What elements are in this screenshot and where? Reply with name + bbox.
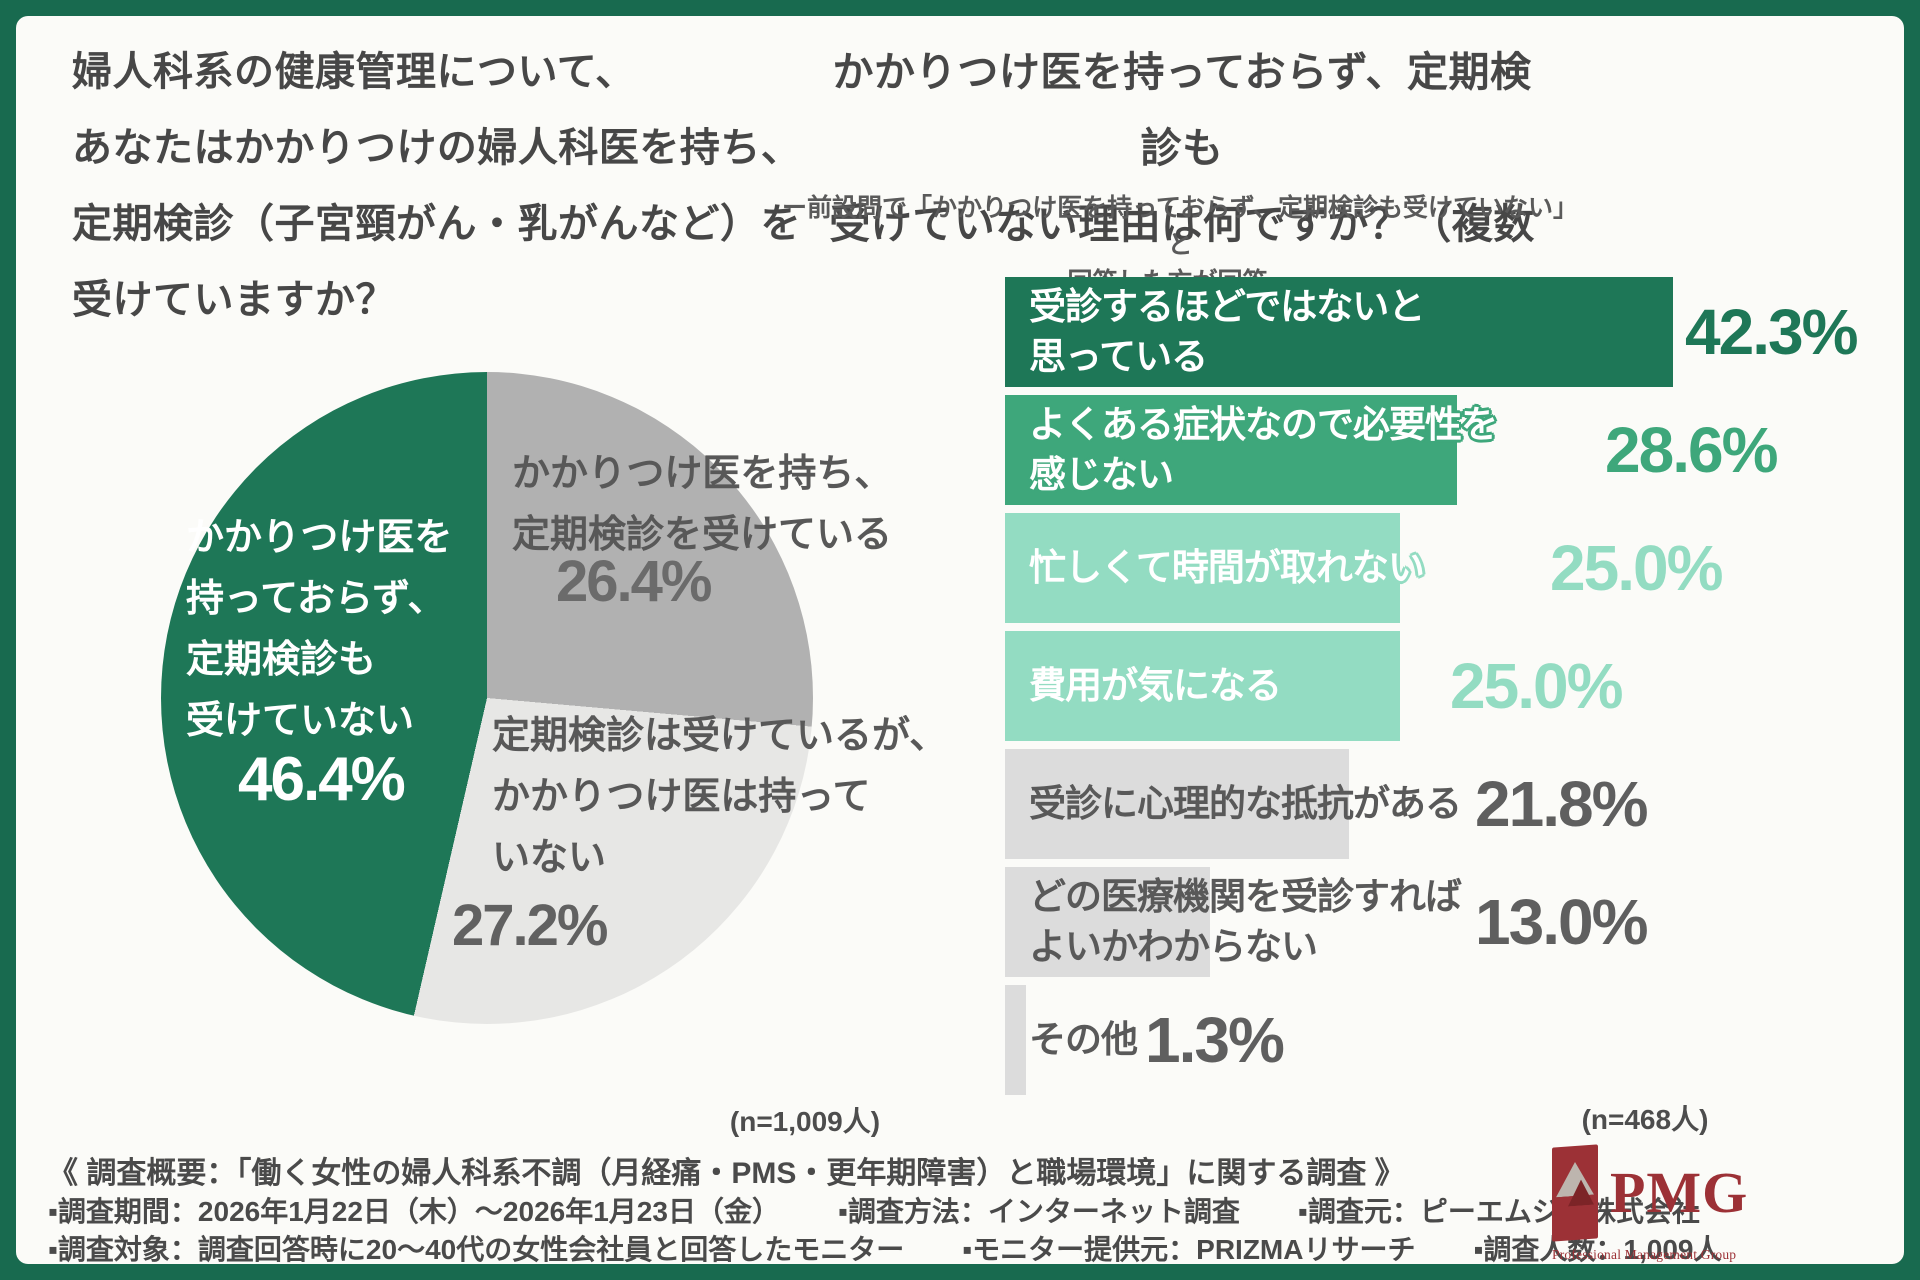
bar-label: よくある症状なので必要性を 感じない [1029,404,1498,495]
bar-fill [1005,513,1400,623]
right-sample-size: (n=468人) [1581,1104,1709,1135]
pie-value-checkup-only: 27.2% [452,893,608,958]
survey-details-row-1: ▪調査期間：2026年1月22日（木）～2026年1月23日（金） ▪調査方法：… [48,1190,1700,1230]
pie-label-has-doctor-and-checkup: かかりつけ医を持ち、 定期検診を受けている [512,453,893,556]
pie-value-no-doctor-no-checkup: 46.4% [238,745,406,814]
pie-label-no-doctor-no-checkup: かかりつけ医を 持っておらず、 定期検診も 受けていない [186,517,453,742]
bar-row-psychological-resistance: 受診に心理的な抵抗がある 21.8% [1005,749,1915,859]
survey-details-row-2: ▪調査対象：調査回答時に20～40代の女性会社員と回答したモニター ▪モニター提… [48,1228,1721,1268]
pmg-logo-arrow-icon [1556,1161,1594,1198]
bar-row-too-busy: 忙しくて時間が取れない 25.0% [1005,513,1915,623]
survey-method: ▪調査方法：インターネット調査 [837,1196,1240,1227]
left-chart-title: 婦人科系の健康管理について、 あなたはかかりつけの婦人科医を持ち、 定期検診（子… [72,50,802,322]
bar-fill [1005,277,1673,387]
left-sample-size: (n=1,009人) [729,1106,881,1137]
bar-fill [1005,395,1457,505]
survey-monitor-provider: ▪モニター提供元：PRIZMAリサーチ [962,1234,1416,1265]
bar-label: その他 [1029,1019,1138,1060]
bar-fill [1005,749,1350,859]
bar-value: 13.0% [1475,886,1648,958]
pie-label-checkup-only: 定期検診は受けているが、 かかりつけ医は持って いない [492,715,948,879]
pie-value-has-doctor-and-checkup: 26.4% [556,549,712,614]
survey-target: ▪調査対象：調査回答時に20～40代の女性会社員と回答したモニター [48,1234,905,1265]
bar-value: 21.8% [1475,768,1648,840]
bar-fill [1005,985,1026,1095]
survey-respondent-count: ▪調査人数：1,009人 [1473,1234,1722,1265]
bar-label: どの医療機関を受診すれば よいかわからない [1029,876,1462,967]
bar-label: 受診するほどではないと 思っている [1029,286,1425,377]
bar-value: 28.6% [1605,414,1778,486]
pmg-logo-text: PMG [1610,1160,1749,1225]
pmg-logo-mark-icon [1552,1144,1598,1242]
bar-row-cost-concern: 費用が気になる 25.0% [1005,631,1915,741]
pmg-logo-subtitle: Professional Management Group [1552,1247,1737,1262]
pmg-logo: PMG Professional Management Group [1552,1144,1782,1263]
bar-label: 忙しくて時間が取れない [1029,547,1425,588]
bar-row-other: その他 1.3% [1005,985,1915,1095]
bar-value: 42.3% [1685,296,1858,368]
bar-row-common-symptom: よくある症状なので必要性を 感じない 28.6% [1005,395,1915,505]
bar-row-dont-know-where: どの医療機関を受診すれば よいかわからない 13.0% [1005,867,1915,977]
bar-fill [1005,867,1211,977]
bar-fill [1005,631,1400,741]
pmg-logo-top: PMG [1552,1144,1782,1242]
bar-value: 25.0% [1550,532,1723,604]
bar-row-not-serious-enough: 受診するほどではないと 思っている 42.3% [1005,277,1915,387]
survey-overview: 《 調査概要：「働く女性の婦人科系不調（月経痛・PMS・更年期障害）と職場環境」… [48,1157,1405,1190]
bar-chart: 受診するほどではないと 思っている 42.3% よくある症状なので必要性を 感じ… [1005,277,1915,1103]
bar-value: 25.0% [1450,650,1623,722]
survey-period: ▪調査期間：2026年1月22日（木）～2026年1月23日（金） [48,1196,780,1227]
bar-value: 1.3% [1145,1004,1285,1076]
bar-label: 受診に心理的な抵抗がある [1029,783,1462,824]
survey-source: ▪調査元：ピーエムジー株式会社 [1297,1196,1700,1227]
bar-label: 費用が気になる [1029,665,1282,706]
pie-chart [161,372,813,1024]
